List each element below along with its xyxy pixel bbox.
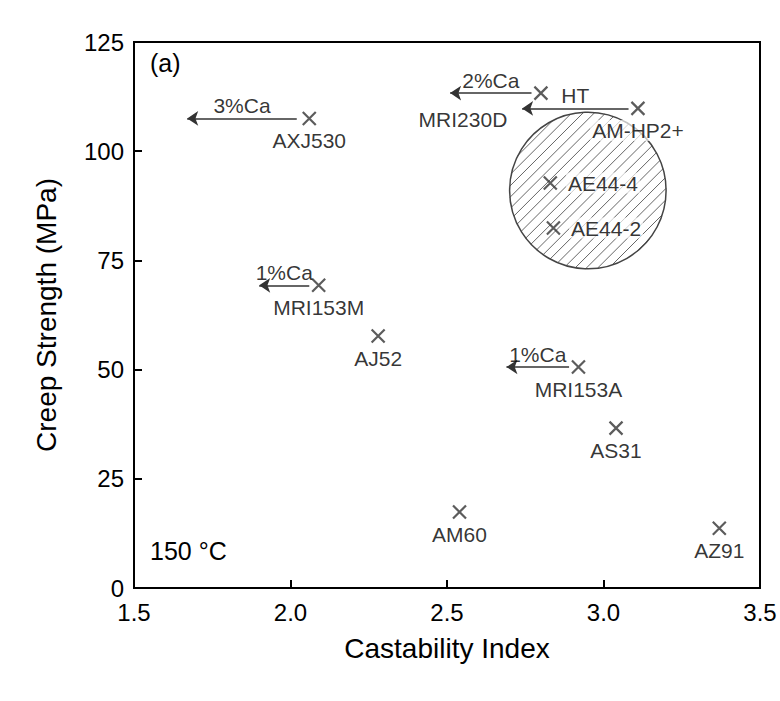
svg-text:2%Ca: 2%Ca <box>462 69 520 92</box>
svg-text:2.0: 2.0 <box>274 599 307 626</box>
svg-text:MRI230D: MRI230D <box>419 108 508 131</box>
svg-text:AXJ530: AXJ530 <box>272 129 346 152</box>
svg-text:(a): (a) <box>150 49 181 77</box>
svg-text:1.5: 1.5 <box>117 599 150 626</box>
svg-text:1%Ca: 1%Ca <box>256 261 314 284</box>
svg-text:MRI153M: MRI153M <box>273 296 364 319</box>
svg-text:50: 50 <box>97 356 124 383</box>
svg-text:1%Ca: 1%Ca <box>509 343 567 366</box>
svg-text:3.5: 3.5 <box>743 599 776 626</box>
svg-text:MRI153A: MRI153A <box>535 378 623 401</box>
svg-text:HT: HT <box>561 84 589 107</box>
svg-text:150 °C: 150 °C <box>150 537 227 565</box>
svg-text:Creep Strength (MPa): Creep Strength (MPa) <box>31 178 62 452</box>
svg-text:Castability Index: Castability Index <box>344 633 549 664</box>
svg-text:AJ52: AJ52 <box>354 347 402 370</box>
svg-text:0: 0 <box>111 575 124 602</box>
svg-text:2.5: 2.5 <box>430 599 463 626</box>
svg-text:125: 125 <box>84 29 124 56</box>
svg-text:25: 25 <box>97 465 124 492</box>
svg-text:3%Ca: 3%Ca <box>213 94 271 117</box>
svg-text:AM60: AM60 <box>432 523 487 546</box>
svg-text:AM-HP2+: AM-HP2+ <box>592 119 684 142</box>
svg-text:75: 75 <box>97 247 124 274</box>
svg-text:AE44-2: AE44-2 <box>571 217 641 240</box>
svg-text:3.0: 3.0 <box>587 599 620 626</box>
svg-text:AZ91: AZ91 <box>694 539 744 562</box>
svg-text:AE44-4: AE44-4 <box>568 172 638 195</box>
svg-text:100: 100 <box>84 138 124 165</box>
svg-text:AS31: AS31 <box>590 439 641 462</box>
